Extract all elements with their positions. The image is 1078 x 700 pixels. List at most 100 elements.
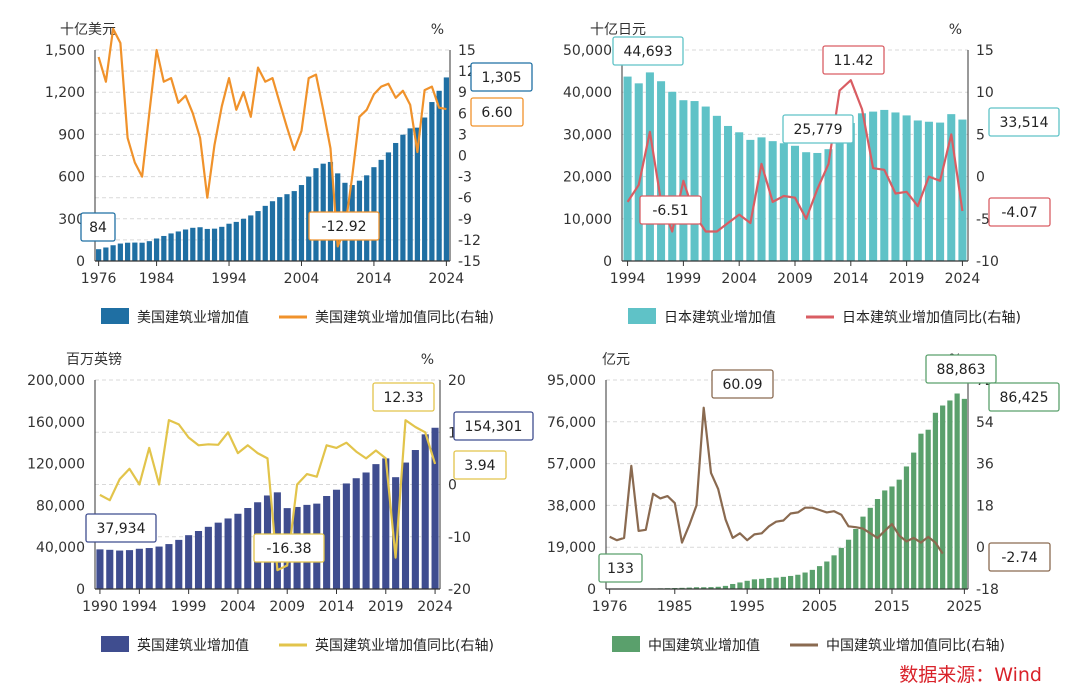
bar xyxy=(773,577,779,589)
left-tick-label: 10,000 xyxy=(563,212,612,228)
bar xyxy=(414,127,421,261)
bar xyxy=(668,91,677,261)
annotation-max_bar: 88,863 xyxy=(925,354,997,384)
left-tick-label: 19,000 xyxy=(547,540,596,556)
bar xyxy=(779,143,788,261)
right-unit-label: % xyxy=(431,22,444,38)
annotation-box xyxy=(639,195,702,225)
x-tick-label: 2004 xyxy=(721,271,757,287)
legend-line-label: 英国建筑业增加值同比(右轴) xyxy=(315,637,494,654)
annotation-box xyxy=(80,212,116,242)
right-tick-label: 9 xyxy=(458,85,467,101)
bar xyxy=(125,550,134,589)
right-tick-label: 10 xyxy=(976,85,994,101)
right-tick-label: -12 xyxy=(458,233,481,249)
bar xyxy=(224,518,232,589)
annotation-min_bar: 25,779 xyxy=(782,114,854,144)
bar xyxy=(759,578,765,589)
left-tick-label: 0 xyxy=(587,582,596,598)
annotation-max_line: 11.42 xyxy=(822,45,885,75)
bar xyxy=(146,241,152,261)
x-tick-label: 1976 xyxy=(81,271,117,287)
bar xyxy=(891,112,900,262)
legend-bar-swatch xyxy=(101,308,129,324)
right-tick-label: 15 xyxy=(976,43,994,59)
bar xyxy=(954,393,960,589)
x-tick-label: 1985 xyxy=(657,599,693,615)
legend-bar-label: 美国建筑业增加值 xyxy=(137,310,249,326)
x-tick-label: 2015 xyxy=(874,599,910,615)
x-tick-label: 2024 xyxy=(945,271,981,287)
chart-panel-us: 十亿美元 %03006009001,2001,500-15-12-9-6-3036… xyxy=(45,22,533,326)
bar xyxy=(124,242,131,261)
bar xyxy=(429,102,435,262)
bar xyxy=(835,135,844,261)
annotation-box xyxy=(453,411,534,441)
annotation-last_line: 6.60 xyxy=(470,97,524,127)
bar xyxy=(342,483,350,589)
bar xyxy=(715,586,721,589)
right-tick-label: -10 xyxy=(976,254,999,270)
bar xyxy=(809,569,815,589)
left-tick-label: 57,000 xyxy=(547,457,596,473)
x-tick-label: 2009 xyxy=(269,599,305,615)
annotation-first_bar: 133 xyxy=(598,553,643,583)
bar xyxy=(846,123,855,261)
bar xyxy=(744,580,750,589)
bar xyxy=(103,247,109,261)
left-tick-label: 20,000 xyxy=(563,170,612,186)
legend-line-label: 美国建筑业增加值同比(右轴) xyxy=(315,310,494,326)
legend-bar-swatch xyxy=(101,636,129,652)
bar xyxy=(116,550,124,589)
bar xyxy=(869,111,878,261)
bar xyxy=(248,215,254,261)
right-tick-label: -3 xyxy=(458,170,472,186)
annotation-min_line: -12.92 xyxy=(308,211,380,241)
left-unit-label: 十亿美元 xyxy=(60,22,116,38)
bar xyxy=(889,486,895,589)
bar xyxy=(645,72,654,261)
bar xyxy=(913,120,922,261)
bar xyxy=(400,134,406,261)
bar xyxy=(925,429,931,589)
bar xyxy=(244,508,252,589)
source-note: 数据来源：Wind xyxy=(899,664,1042,686)
annotation-label: 1,305 xyxy=(481,70,521,86)
annotation-label: -2.74 xyxy=(1001,550,1037,566)
bar xyxy=(958,119,967,261)
x-tick-label: 2024 xyxy=(429,271,465,287)
x-tick-label: 1994 xyxy=(211,271,247,287)
right-tick-label: -15 xyxy=(458,254,481,270)
x-tick-label: 2025 xyxy=(947,599,983,615)
x-tick-label: 1994 xyxy=(122,599,158,615)
bar xyxy=(145,548,153,589)
legend: 美国建筑业增加值 美国建筑业增加值同比(右轴) xyxy=(101,308,494,326)
bar xyxy=(214,522,222,589)
legend-bar-label: 英国建筑业增加值 xyxy=(137,637,249,654)
annotation-label: 6.60 xyxy=(481,105,512,121)
bar xyxy=(234,513,242,589)
bar xyxy=(788,575,794,589)
bar xyxy=(860,516,866,589)
annotation-label: -6.51 xyxy=(652,203,688,219)
annotation-last_bar: 86,425 xyxy=(988,382,1060,412)
bar xyxy=(746,139,755,261)
bar xyxy=(393,142,399,261)
x-tick-label: 1994 xyxy=(610,271,646,287)
left-tick-label: 300 xyxy=(58,212,85,228)
left-tick-label: 1,500 xyxy=(45,43,85,59)
x-tick-label: 2014 xyxy=(319,599,355,615)
bar xyxy=(431,427,439,589)
annotation-first_bar: 37,934 xyxy=(85,513,157,543)
bar xyxy=(240,218,247,261)
right-tick-label: 36 xyxy=(976,457,994,473)
bar xyxy=(947,114,956,261)
bar xyxy=(436,90,442,261)
bar xyxy=(686,587,692,589)
bar xyxy=(155,546,163,589)
annotation-box xyxy=(85,513,157,543)
bar xyxy=(795,574,801,589)
left-tick-label: 600 xyxy=(58,170,85,186)
right-tick-label: 18 xyxy=(976,498,994,514)
left-tick-label: 0 xyxy=(603,254,612,270)
